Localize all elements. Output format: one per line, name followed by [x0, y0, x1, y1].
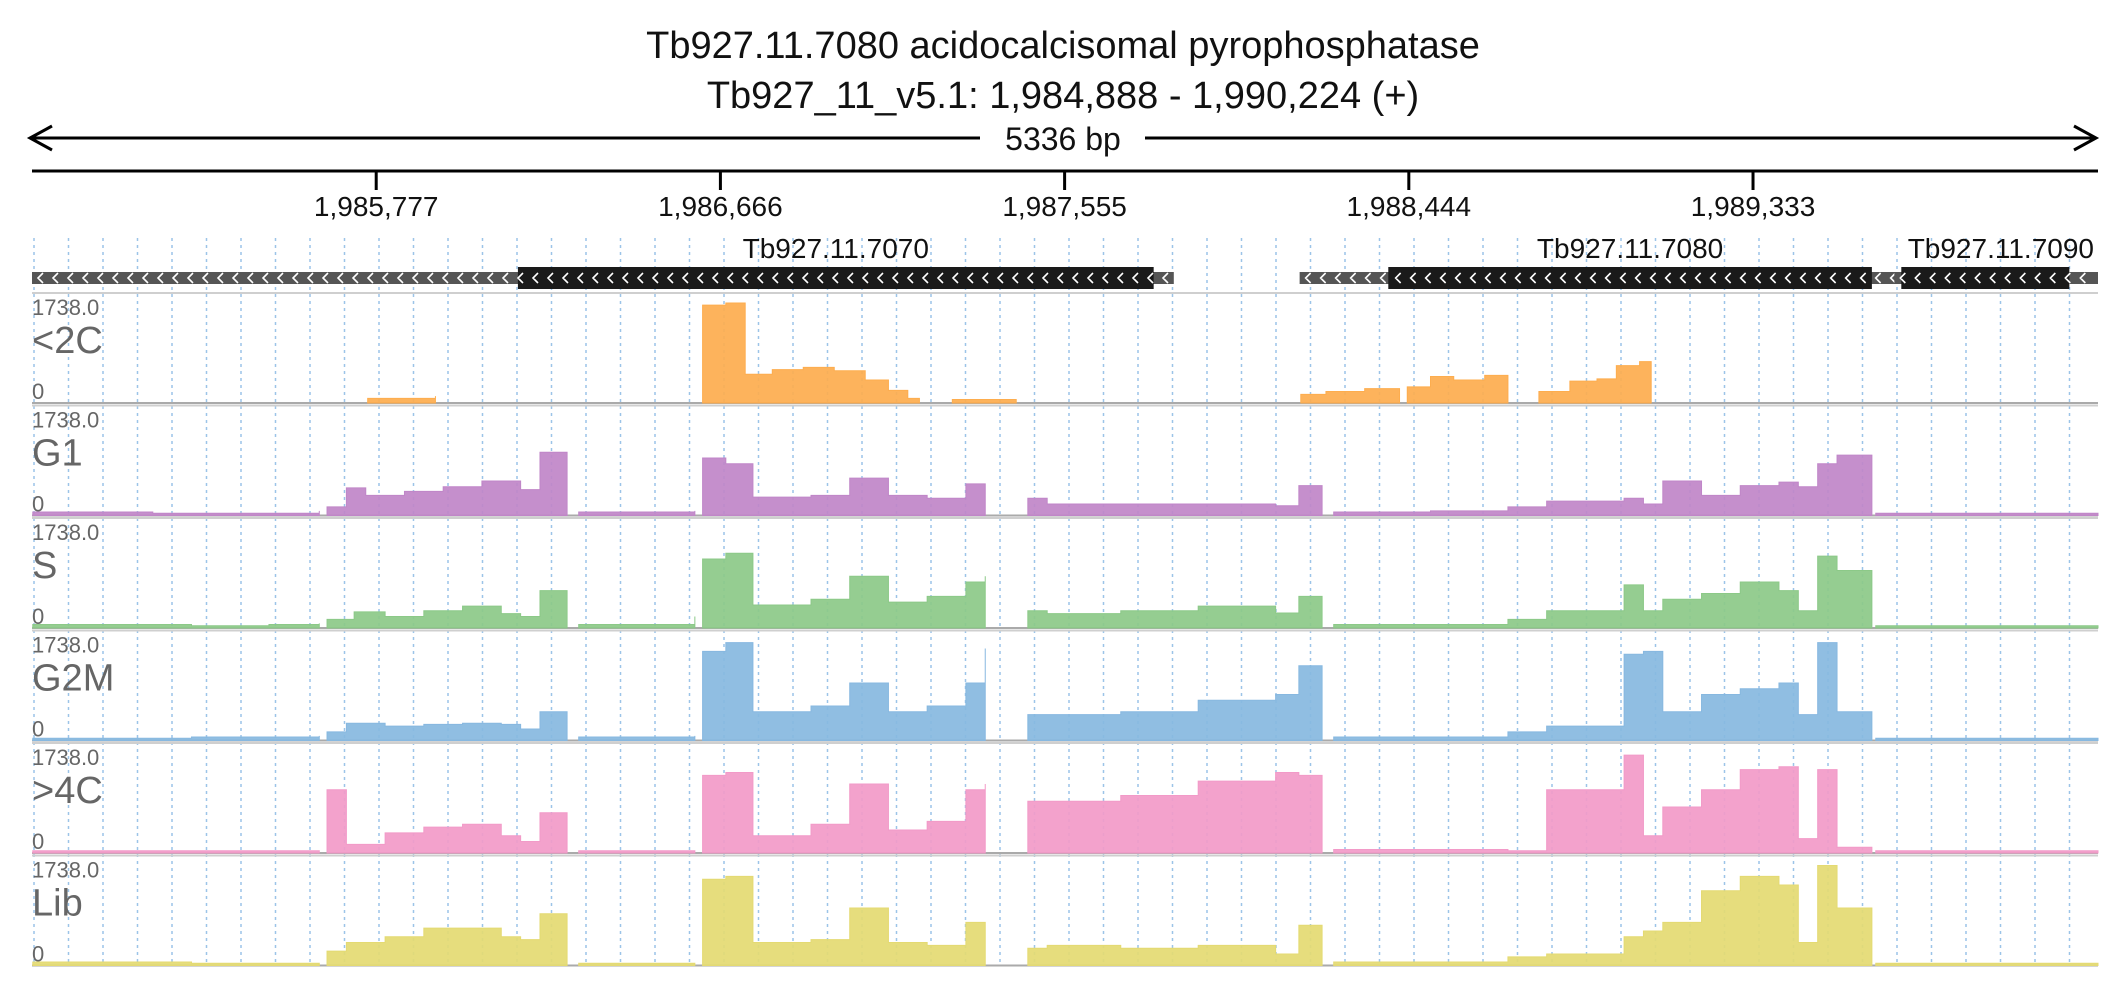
gene-cds — [517, 267, 1154, 289]
coverage-area — [578, 962, 696, 966]
coverage-area — [1027, 924, 1323, 966]
coverage-area — [1875, 737, 2099, 741]
coverage-area — [702, 552, 986, 629]
tick-label: 1,986,666 — [658, 191, 783, 222]
coverage-area — [326, 789, 568, 854]
track-name: S — [32, 545, 57, 587]
gene-label: Tb927.11.7080 — [1537, 233, 1723, 264]
tick-label: 1,987,555 — [1002, 191, 1127, 222]
track-min-label: 0 — [32, 942, 44, 967]
track-name: G2M — [32, 658, 114, 700]
track-min-label: 0 — [32, 604, 44, 629]
axis-ticks: 1,985,777 1,986,666 1,987,555 1,988,444 1,98… — [314, 171, 1815, 222]
gene-label: Tb927.11.7070 — [743, 233, 929, 264]
track-min-label: 0 — [32, 829, 44, 854]
track-max-label: 1738.0 — [32, 745, 99, 770]
coverage-area — [1875, 962, 2099, 966]
coverage-area — [1300, 388, 1401, 404]
tick-label: 1,985,777 — [314, 191, 439, 222]
coverage-area — [1875, 850, 2099, 854]
track-max-label: 1738.0 — [32, 633, 99, 658]
coverage-area — [32, 850, 320, 854]
track-max-label: 1738.0 — [32, 295, 99, 320]
span-ruler: 5336 bp — [26, 121, 2100, 157]
gene-track: Tb927.11.7070 Tb927.11.7080 Tb927.11.7090 — [32, 233, 2098, 289]
track-5: 1738.0>4C 0 — [32, 742, 2099, 854]
track-max-label: 1738.0 — [32, 858, 99, 883]
coverage-area — [326, 711, 568, 741]
coverage-area — [1406, 374, 1509, 404]
track-min-label: 0 — [32, 717, 44, 742]
gene-cds — [1388, 267, 1872, 289]
coverage-area — [1027, 595, 1323, 629]
coverage-area — [1333, 865, 1873, 966]
track-2: 1738.0G1 0 — [32, 404, 2099, 517]
track-name: Lib — [32, 883, 83, 925]
coverage-area — [702, 875, 986, 966]
track-name: <2C — [32, 320, 103, 362]
track-3: 1738.0S 0 — [32, 517, 2099, 629]
coverage-area — [702, 642, 986, 741]
coverage-area — [1333, 642, 1873, 741]
coverage-area — [578, 616, 696, 629]
coverage-area — [326, 590, 568, 629]
coverage-area — [702, 457, 986, 516]
strand-arrow — [36, 272, 1169, 284]
coverage-area — [1538, 361, 1652, 404]
strand-arrow — [1899, 272, 2086, 284]
coverage-area — [32, 623, 320, 629]
coverage-area — [702, 302, 920, 404]
track-1: 1738.0<2C 0 — [32, 292, 2098, 404]
gene-label: Tb927.11.7090 — [1908, 233, 2094, 264]
coverage-area — [1027, 665, 1323, 741]
track-name: >4C — [32, 770, 103, 812]
coverage-area — [578, 510, 696, 516]
coverage-area — [32, 961, 320, 966]
coverage-area — [1875, 512, 2099, 516]
coverage-area — [367, 396, 436, 404]
track-min-label: 0 — [32, 492, 44, 517]
gene-cds — [1901, 267, 2070, 289]
coverage-area — [32, 735, 320, 741]
track-max-label: 1738.0 — [32, 520, 99, 545]
coverage-area — [1875, 625, 2099, 629]
tick-label: 1,988,444 — [1347, 191, 1472, 222]
coverage-area — [578, 850, 696, 854]
coverage-area — [951, 399, 1017, 404]
chart-title: Tb927.11.7080 acidocalcisomal pyrophosph… — [646, 25, 1480, 67]
track-max-label: 1738.0 — [32, 408, 99, 433]
coverage-area — [578, 735, 696, 741]
track-name: G1 — [32, 433, 83, 475]
track-min-label: 0 — [32, 379, 44, 404]
coverage-area — [1333, 454, 1873, 516]
span-label: 5336 bp — [1005, 121, 1121, 157]
coverage-area — [1333, 754, 1873, 854]
coverage-area — [1027, 771, 1323, 854]
coverage-area — [1027, 485, 1323, 516]
coverage-area — [702, 771, 986, 854]
coverage-area — [326, 913, 568, 966]
coverage-area — [326, 451, 568, 516]
coverage-area — [32, 510, 320, 516]
chart-subtitle: Tb927_11_v5.1: 1,984,888 - 1,990,224 (+) — [707, 75, 1419, 117]
tick-label: 1,989,333 — [1691, 191, 1816, 222]
coverage-tracks: 1738.0<2C01738.0G101738.0S01738.0G2M0173… — [32, 292, 2099, 967]
coverage-area — [1333, 555, 1873, 629]
